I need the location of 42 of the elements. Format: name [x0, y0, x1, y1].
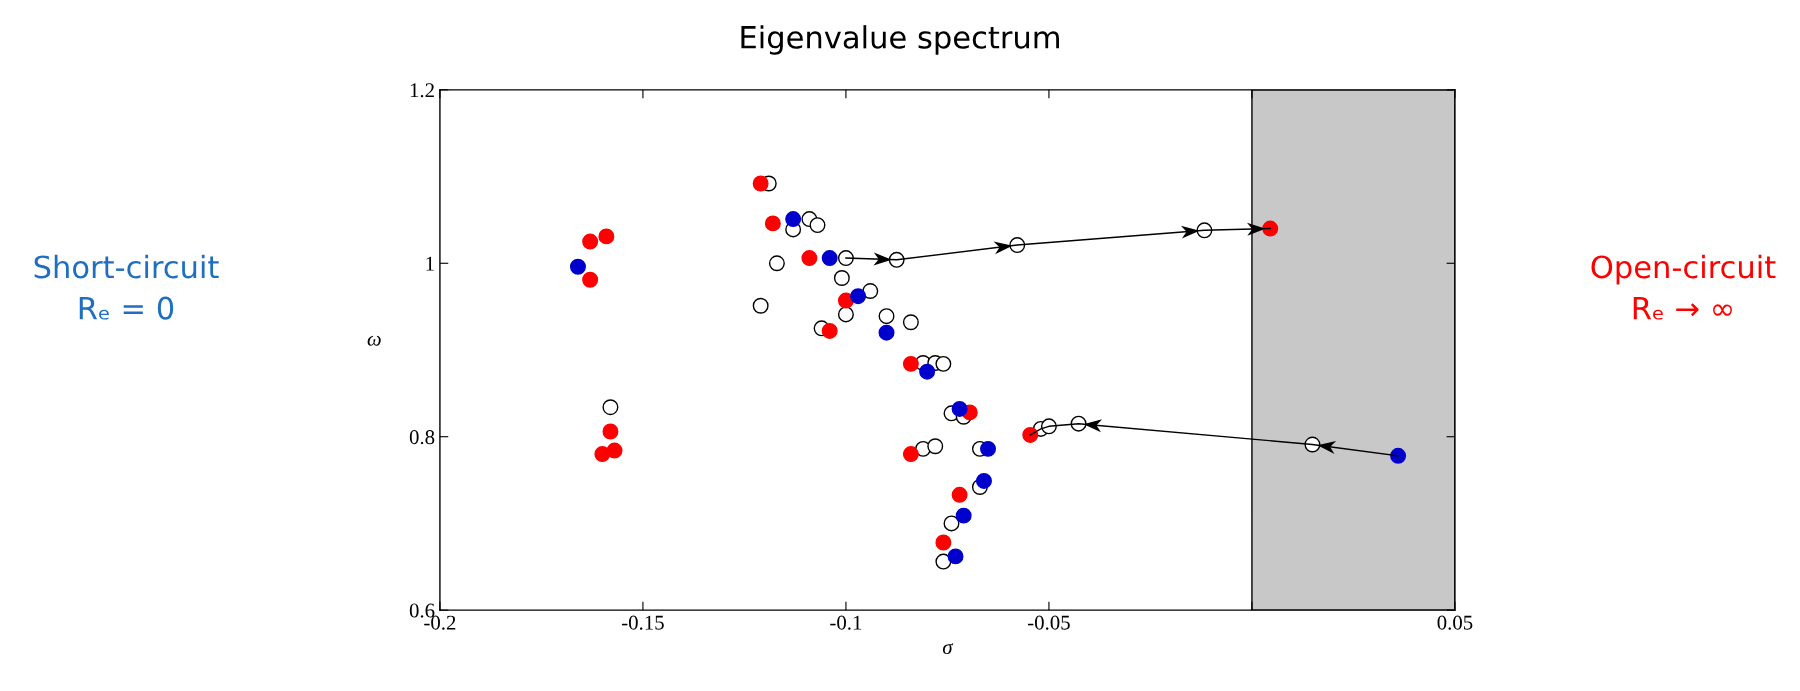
point — [606, 442, 623, 459]
point — [935, 534, 952, 551]
point — [975, 472, 992, 489]
point — [582, 271, 599, 288]
point — [902, 446, 919, 463]
x-tick-label: -0.05 — [1028, 615, 1070, 630]
point — [821, 250, 838, 267]
point — [598, 228, 615, 245]
y-axis-title: ω — [367, 335, 381, 346]
point — [951, 400, 968, 417]
point — [602, 423, 619, 440]
point — [1390, 447, 1407, 464]
point — [878, 324, 895, 341]
point — [947, 548, 964, 565]
point — [935, 355, 952, 372]
point — [955, 507, 972, 524]
point — [569, 258, 586, 275]
text: Short-circuit Rₑ = 0 — [34, 254, 219, 320]
chart-title: Eigenvalue spectrum — [741, 25, 1059, 55]
point — [980, 440, 997, 457]
y-tick-label: 1 — [426, 256, 434, 271]
point — [801, 250, 818, 267]
y-tick-label: 1.2 — [410, 83, 434, 98]
point — [752, 175, 769, 192]
x-tick-label: -0.1 — [830, 615, 862, 630]
x-tick-label: -0.15 — [622, 615, 664, 630]
point — [951, 486, 968, 503]
y-tick-label: 0.8 — [409, 430, 435, 445]
point — [809, 217, 826, 234]
point — [850, 288, 867, 305]
text: Open-circuit Rₑ → ∞ — [1591, 254, 1776, 320]
point — [919, 363, 936, 380]
point — [902, 355, 919, 372]
point — [582, 233, 599, 250]
point — [1262, 220, 1279, 237]
point — [785, 211, 802, 228]
point — [1022, 426, 1039, 443]
x-axis-title: σ — [942, 643, 954, 655]
point — [821, 322, 838, 339]
point — [764, 215, 781, 232]
x-tick-label: 0.05 — [1437, 615, 1473, 630]
point — [927, 438, 944, 455]
